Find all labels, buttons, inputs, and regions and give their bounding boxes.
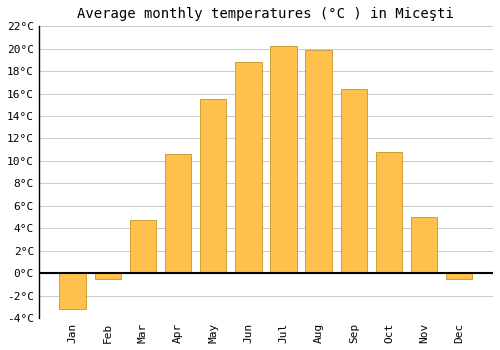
- Bar: [270, 47, 296, 273]
- Bar: [340, 89, 367, 273]
- Bar: [306, 50, 332, 273]
- Bar: [411, 217, 438, 273]
- Bar: [94, 273, 121, 279]
- Bar: [60, 273, 86, 309]
- Bar: [130, 220, 156, 273]
- Bar: [165, 154, 191, 273]
- Bar: [376, 152, 402, 273]
- Bar: [200, 99, 226, 273]
- Bar: [235, 62, 262, 273]
- Bar: [446, 273, 472, 279]
- Title: Average monthly temperatures (°C ) in Miceşti: Average monthly temperatures (°C ) in Mi…: [78, 7, 454, 21]
